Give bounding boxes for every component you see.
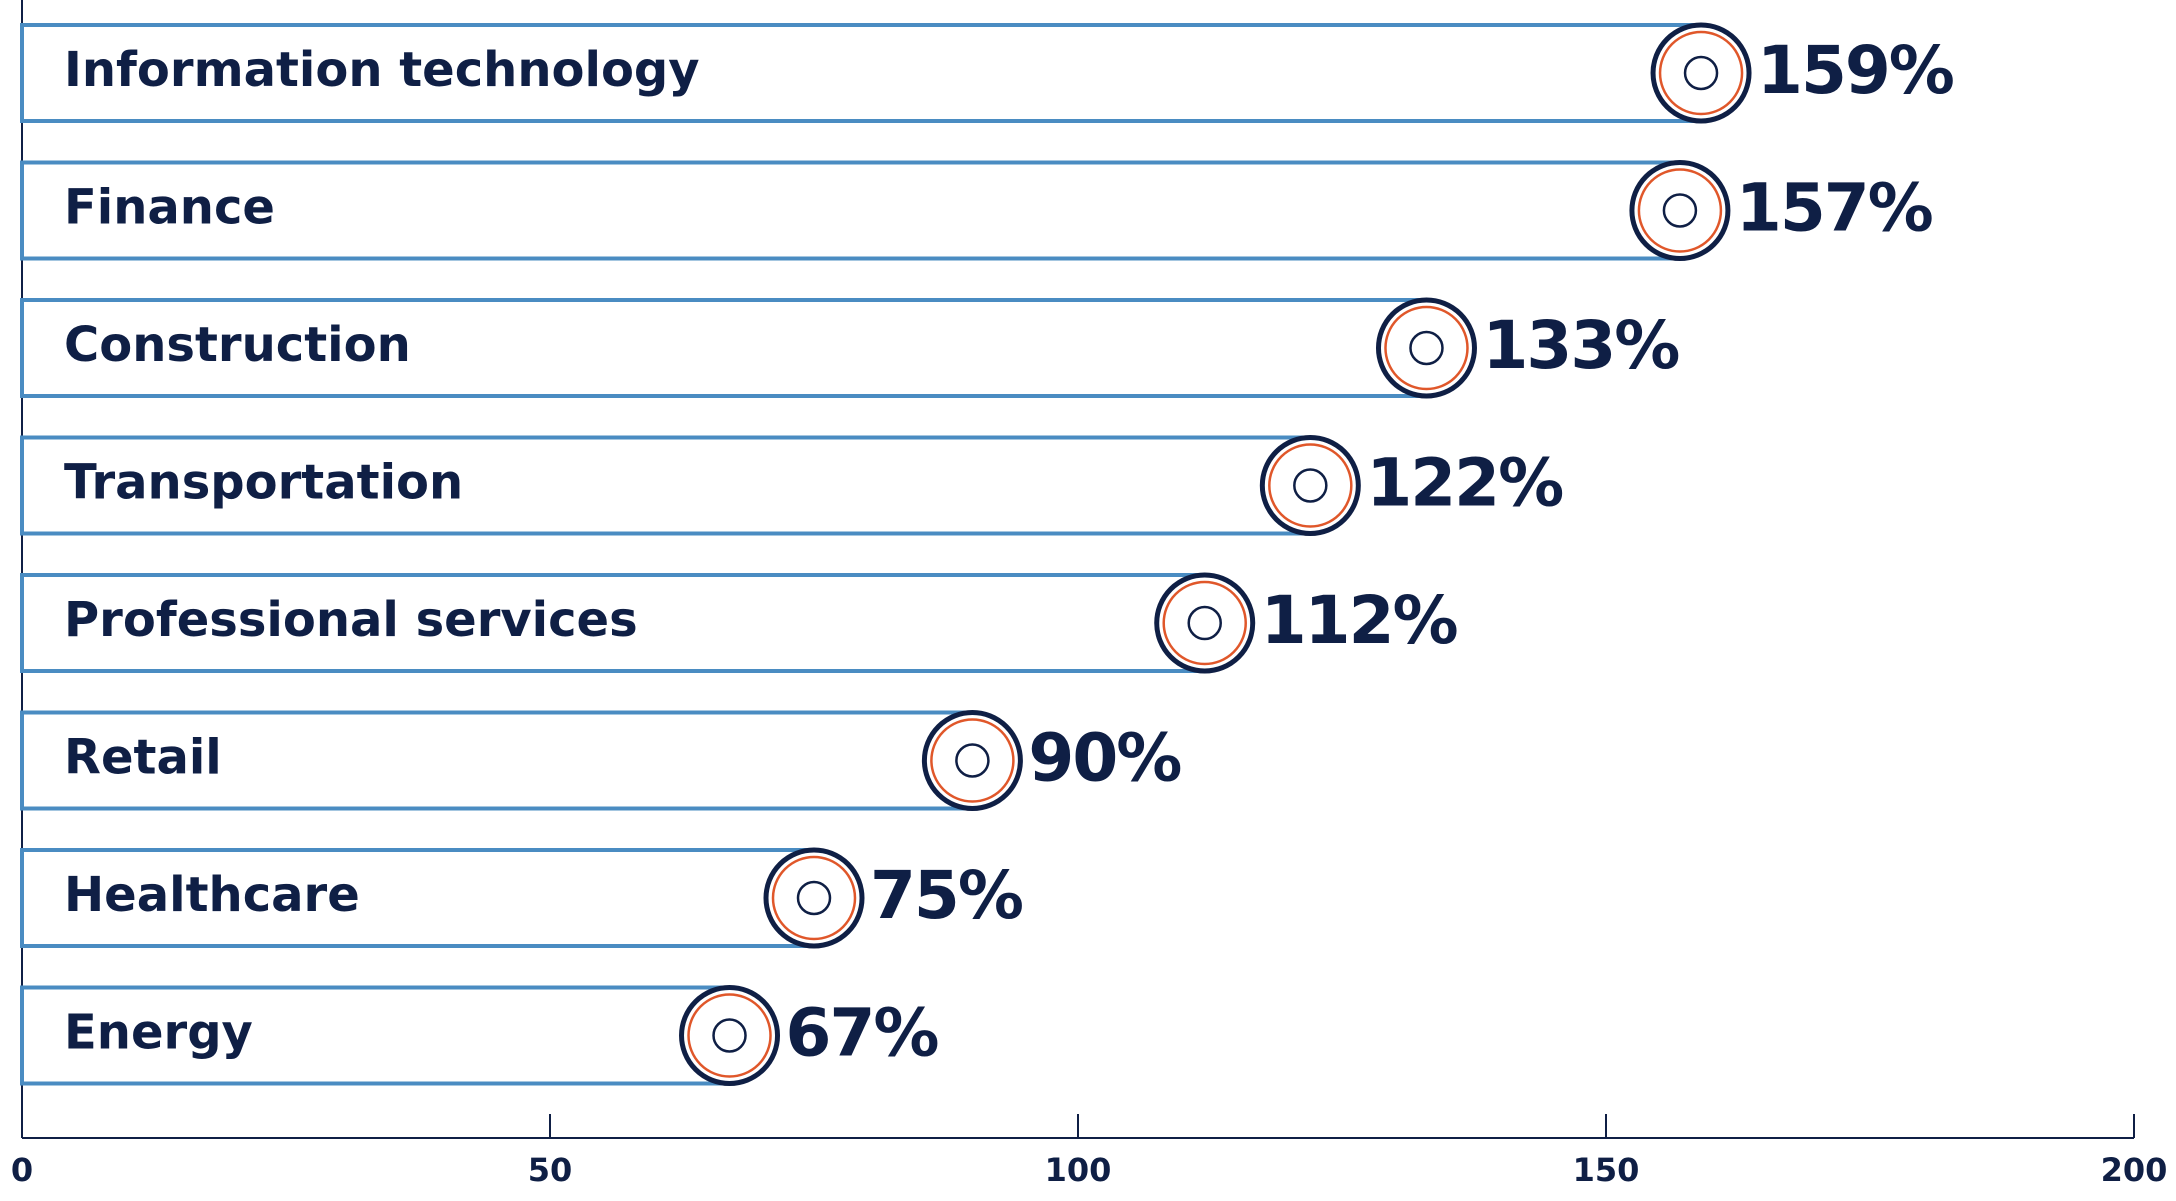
icon-ring — [1162, 580, 1247, 666]
icon-ring — [930, 718, 1015, 803]
icon-badge — [1375, 297, 1477, 399]
x-tick-label: 100 — [1045, 1151, 1112, 1189]
value-label: 75% — [870, 857, 1023, 934]
x-tick-label: 0 — [11, 1151, 33, 1189]
icon-glyph — [1662, 193, 1698, 228]
value-label: 67% — [786, 995, 939, 1072]
bar — [20, 23, 1704, 123]
icon-badge — [1154, 572, 1256, 674]
bar — [20, 985, 732, 1086]
icon-ring — [771, 855, 857, 941]
bar-label: Healthcare — [64, 867, 360, 923]
bar-label: Energy — [64, 1005, 253, 1061]
icon-glyph — [1409, 330, 1444, 366]
bar — [20, 573, 1207, 673]
x-tick-label: 50 — [528, 1151, 573, 1189]
icon-glyph — [1293, 468, 1328, 503]
bar-label: Construction — [64, 317, 411, 373]
x-tick-label: 150 — [1573, 1151, 1640, 1189]
icon-badge — [921, 710, 1023, 811]
bar — [20, 435, 1313, 536]
icon-badge — [1650, 22, 1752, 124]
value-label: 122% — [1366, 445, 1563, 522]
icon-glyph — [1187, 605, 1222, 641]
value-label: 159% — [1757, 32, 1954, 109]
icon-badge — [1259, 435, 1361, 536]
icon-glyph — [955, 743, 990, 778]
icon-glyph — [712, 1018, 747, 1053]
icon-glyph — [1683, 55, 1719, 91]
icon-glyph — [796, 880, 832, 916]
value-label: 90% — [1028, 720, 1181, 797]
value-label: 133% — [1482, 307, 1679, 384]
x-tick-label: 200 — [2101, 1151, 2168, 1189]
bar-label: Retail — [64, 730, 222, 786]
bar — [20, 848, 816, 948]
icon-ring — [1268, 443, 1353, 528]
icon-ring — [1637, 168, 1723, 253]
value-label: 112% — [1261, 582, 1458, 659]
icon-ring — [1384, 305, 1469, 391]
value-label: 157% — [1736, 170, 1933, 247]
icon-ring — [1658, 30, 1744, 116]
bar — [20, 710, 975, 811]
icon-ring — [687, 993, 772, 1078]
icon-badge — [763, 847, 865, 949]
bar-label: Professional services — [64, 592, 638, 648]
bar-label: Finance — [64, 180, 275, 236]
icon-badge — [1629, 160, 1731, 261]
icon-badge — [679, 985, 781, 1086]
bar-label: Transportation — [64, 455, 463, 511]
bar-label: Information technology — [64, 42, 700, 98]
